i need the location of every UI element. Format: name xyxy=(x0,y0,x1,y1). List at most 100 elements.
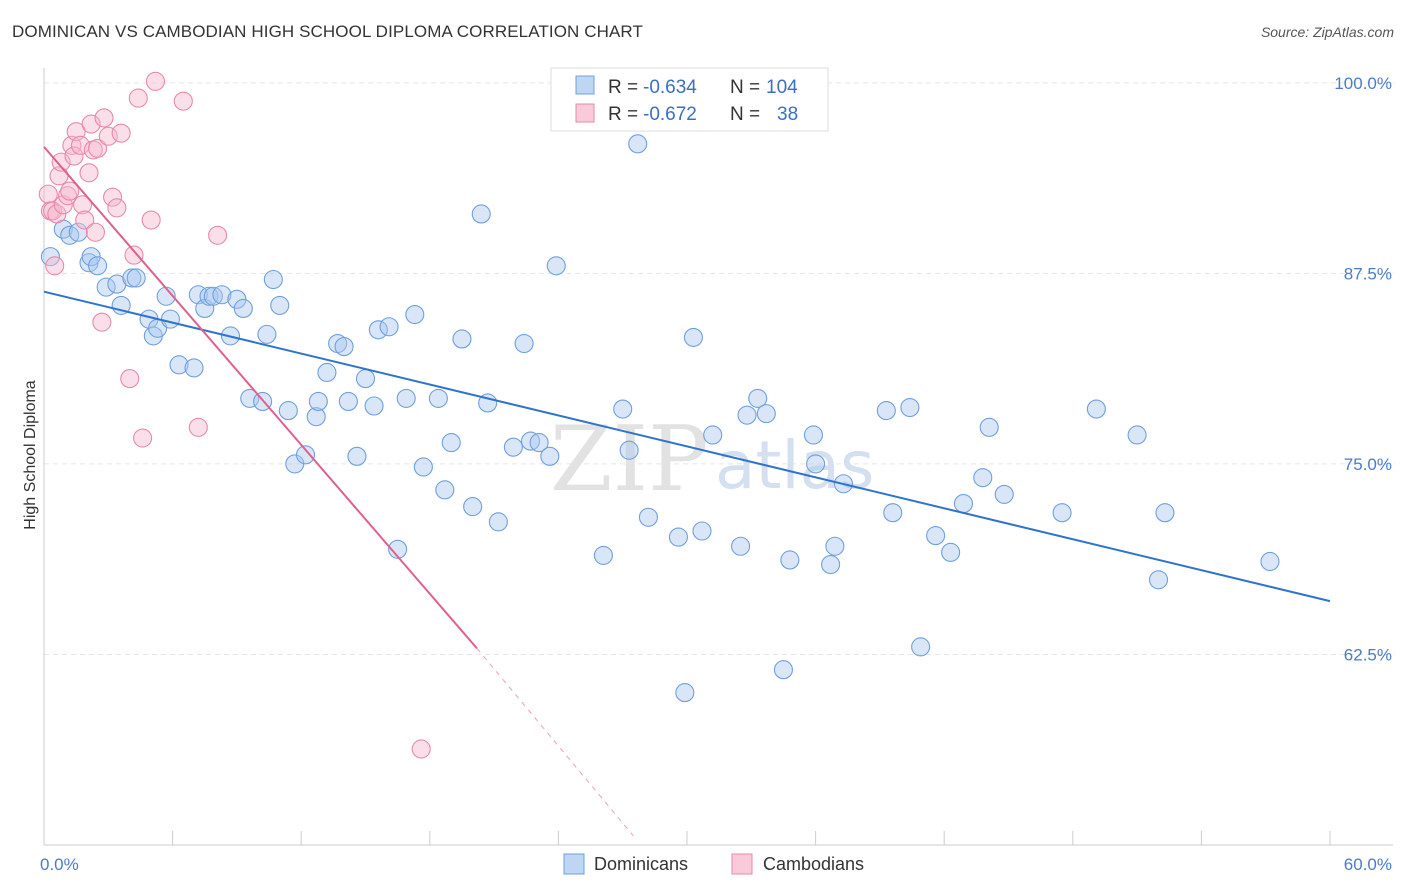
dominican-point-68 xyxy=(619,440,639,460)
legend-swatch-cambodians xyxy=(575,103,595,123)
cambodian-point-14 xyxy=(73,195,93,215)
dominican-point-94 xyxy=(973,468,993,488)
dominican-point-85 xyxy=(825,536,845,556)
legend-box xyxy=(550,67,829,132)
y-axis-label: High School Diploma xyxy=(22,380,39,530)
dominican-point-77 xyxy=(737,405,757,425)
dominican-point-78 xyxy=(748,388,768,408)
cambodian-point-9 xyxy=(60,181,80,201)
trend-line-cambodians-extension xyxy=(476,648,634,837)
trend-lines xyxy=(43,146,1331,837)
legend-n-value-dominicans: 104 xyxy=(766,77,798,98)
grid-lines xyxy=(44,82,1395,655)
dominican-point-7 xyxy=(96,277,116,297)
dominican-point-82 xyxy=(803,425,824,445)
dominican-point-84 xyxy=(821,554,841,575)
dominican-point-16 xyxy=(160,309,181,329)
dominican-point-11 xyxy=(126,268,146,288)
legend-r-label-dominicans: R = xyxy=(608,77,638,98)
y-tick-label-0: 62.5% xyxy=(1344,645,1392,664)
chart-source: Source: ZipAtlas.com xyxy=(1260,24,1394,40)
cambodian-point-29 xyxy=(128,88,148,108)
cambodian-point-22 xyxy=(94,108,114,128)
legend-r-label-cambodians: R = xyxy=(608,104,638,125)
cambodian-point-31 xyxy=(141,210,161,230)
dominican-point-87 xyxy=(876,401,896,421)
cambodian-point-32 xyxy=(145,71,166,91)
dominican-point-53 xyxy=(452,329,472,349)
dominican-point-35 xyxy=(306,407,326,427)
dominican-point-67 xyxy=(613,399,633,419)
cambodian-point-11 xyxy=(64,146,84,166)
legend-r-value-cambodians: -0.672 xyxy=(643,104,697,125)
dominican-point-83 xyxy=(806,454,826,474)
cambodian-point-20 xyxy=(88,138,108,158)
cambodian-point-34 xyxy=(188,417,208,437)
y-tick-labels: 62.5% 75.0% 87.5% 100.0% xyxy=(1334,74,1392,665)
bottom-legend-swatch-dominicans xyxy=(563,853,585,875)
dominican-point-76 xyxy=(731,536,751,556)
cambodian-point-26 xyxy=(111,123,131,143)
dominican-point-17 xyxy=(169,355,189,375)
dominican-point-72 xyxy=(675,683,695,703)
dominican-point-88 xyxy=(883,503,903,523)
dominican-point-18 xyxy=(184,358,204,378)
dominican-point-69 xyxy=(628,134,648,154)
cambodian-point-30 xyxy=(133,428,153,448)
cambodian-point-15 xyxy=(75,210,95,230)
y-tick-label-2: 87.5% xyxy=(1344,264,1392,283)
dominican-point-71 xyxy=(668,527,688,547)
dominican-point-52 xyxy=(441,433,461,453)
bottom-legend: Dominicans Cambodians xyxy=(563,853,864,875)
dominican-point-63 xyxy=(546,256,566,276)
bottom-legend-swatch-cambodians xyxy=(731,853,753,875)
dominican-point-29 xyxy=(257,324,277,344)
dominican-point-89 xyxy=(900,397,920,418)
x-tick-label-0: 0.0% xyxy=(40,855,79,874)
cambodian-point-28 xyxy=(124,245,144,265)
cambodian-point-25 xyxy=(107,198,127,218)
dominican-point-39 xyxy=(334,337,354,357)
cambodian-point-3 xyxy=(45,256,65,276)
dominican-point-74 xyxy=(692,521,712,541)
dominican-point-49 xyxy=(413,457,433,477)
cambodian-point-33 xyxy=(173,91,193,111)
x-tick-labels: 0.0% 60.0% xyxy=(40,855,1392,874)
dominican-point-54 xyxy=(463,497,483,517)
bottom-legend-label-dominicans: Dominicans xyxy=(594,854,688,874)
dominican-point-100 xyxy=(1148,570,1169,590)
series-dominicans xyxy=(40,73,1280,703)
dominican-point-75 xyxy=(703,425,723,445)
dominican-point-3 xyxy=(68,222,88,242)
legend-n-value-cambodians: 38 xyxy=(777,104,798,125)
dominican-point-59 xyxy=(514,333,534,354)
dominican-point-61 xyxy=(529,433,549,453)
dominican-point-34 xyxy=(295,445,316,465)
dominican-point-50 xyxy=(428,388,448,408)
dominican-point-58 xyxy=(503,437,523,457)
y-tick-label-1: 75.0% xyxy=(1344,455,1392,474)
dominican-point-96 xyxy=(994,484,1014,504)
dominican-point-70 xyxy=(638,507,658,527)
legend-n-label-cambodians: N = xyxy=(730,104,760,125)
dominican-point-93 xyxy=(953,494,974,514)
cambodian-point-35 xyxy=(208,225,228,245)
dominican-point-62 xyxy=(540,446,560,466)
dominican-point-26 xyxy=(233,298,253,319)
dominican-point-36 xyxy=(308,391,328,411)
bottom-legend-label-cambodians: Cambodians xyxy=(763,854,864,874)
legend-n-label-dominicans: N = xyxy=(730,77,760,98)
dominican-point-97 xyxy=(1052,503,1072,523)
axes xyxy=(43,68,1393,846)
dominican-point-90 xyxy=(911,637,931,657)
dominican-point-0 xyxy=(40,247,60,267)
trend-line-cambodians xyxy=(43,146,478,650)
dominican-point-46 xyxy=(388,539,408,559)
dominican-point-44 xyxy=(368,320,388,340)
cambodian-point-27 xyxy=(120,369,140,389)
dominican-point-102 xyxy=(1260,551,1280,572)
dominican-point-31 xyxy=(270,295,290,315)
dominican-point-51 xyxy=(435,480,455,500)
watermark: ZIP atlas xyxy=(550,407,875,512)
